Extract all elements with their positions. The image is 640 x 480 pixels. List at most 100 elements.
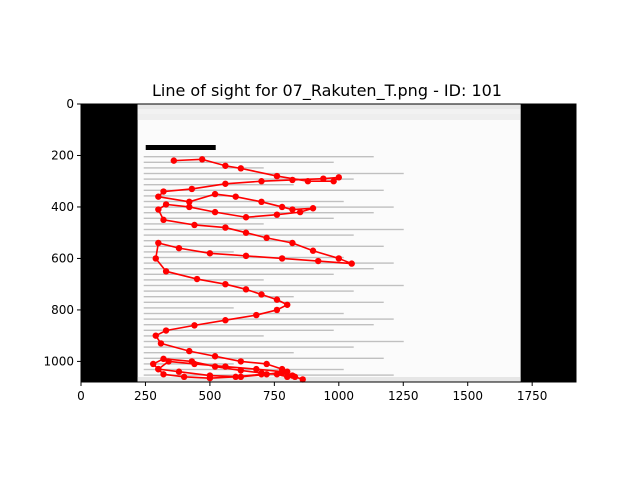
screenshot-text-line [143, 296, 294, 298]
screenshot-text-line [143, 324, 374, 326]
gaze-point [162, 268, 170, 275]
gaze-point [175, 244, 183, 252]
screenshot-text-line [143, 223, 264, 225]
y-tick-label: 0 [66, 97, 74, 111]
gaze-points [149, 156, 355, 383]
screenshot-text-line [143, 212, 374, 214]
gaze-point [237, 373, 245, 381]
gaze-point [263, 371, 270, 378]
gaze-point [330, 178, 337, 185]
screenshot-text-line [143, 301, 384, 303]
screenshot-titlebar [137, 104, 521, 109]
gaze-point [193, 275, 201, 283]
y-tick-label: 800 [51, 303, 74, 317]
gaze-point [222, 162, 229, 169]
screenshot-statusbar [137, 377, 521, 382]
gaze-point [206, 374, 214, 382]
gaze-point [162, 201, 170, 208]
gaze-point [232, 373, 239, 381]
gaze-point [152, 332, 159, 339]
screenshot-text-line [143, 189, 384, 191]
gaze-point [278, 255, 286, 262]
gaze-point [191, 322, 198, 329]
gaze-point [188, 185, 196, 193]
gaze-point [211, 208, 219, 216]
screenshot-text-line [143, 245, 384, 247]
y-tick-label: 600 [51, 251, 74, 265]
black-bar-0 [81, 104, 138, 382]
gaze-point [314, 257, 322, 265]
gaze-point [258, 178, 265, 185]
gaze-point [186, 203, 193, 211]
gaze-point [258, 291, 265, 298]
x-tick-label: 250 [134, 389, 157, 403]
screenshot-text-line [143, 273, 334, 275]
gaze-point [242, 229, 250, 236]
gaze-point [232, 193, 239, 200]
gaze-point [242, 286, 250, 293]
screenshot-text-line [143, 228, 404, 231]
gaze-point [284, 368, 291, 375]
screenshot-text-line [143, 284, 404, 287]
screenshot-text-line [143, 268, 374, 270]
x-tick-label: 1500 [452, 389, 483, 403]
gaze-point [175, 368, 183, 375]
screenshot-text-line [143, 290, 354, 292]
gaze-point [291, 373, 299, 381]
axes-frame [80, 103, 577, 383]
gaze-point [242, 252, 250, 260]
screenshot-redacted-bar [145, 145, 216, 150]
screenshot-text-line [143, 312, 344, 315]
gaze-point [211, 363, 219, 370]
screenshot-text-line [143, 335, 264, 337]
screenshot-text-line [143, 340, 404, 343]
y-tick-label: 200 [51, 148, 74, 162]
gaze-point [309, 247, 317, 254]
gaze-point [180, 373, 188, 381]
screenshot-text-line [143, 172, 404, 175]
gaze-point [263, 234, 270, 242]
gaze-point [253, 365, 260, 373]
gaze-point [222, 280, 229, 288]
gaze-point [263, 360, 270, 368]
gaze-point [242, 214, 250, 221]
chart-title: Line of sight for 07_Rakuten_T.png - ID:… [152, 81, 502, 101]
x-tick-label: 1250 [388, 389, 419, 403]
screenshot-text-line [143, 234, 354, 236]
screenshot-menubar [137, 109, 521, 114]
black-bar-1 [520, 104, 576, 382]
gaze-point [186, 198, 193, 206]
gaze-point [237, 358, 245, 365]
x-tick-label: 1750 [517, 389, 548, 403]
gaze-point [222, 224, 229, 231]
gaze-point [309, 205, 317, 212]
screenshot-text-line [143, 217, 334, 219]
gaze-point [237, 367, 245, 374]
gaze-point [278, 369, 286, 377]
x-tick-label: 0 [77, 389, 85, 403]
gaze-point [253, 311, 260, 319]
gaze-point [273, 172, 281, 180]
gaze-point [165, 358, 172, 365]
gaze-point [273, 306, 281, 314]
gaze-point [157, 340, 165, 347]
gaze-point [222, 317, 229, 324]
gaze-point [258, 371, 265, 378]
gaze-point [299, 376, 306, 383]
screenshot-text-line [143, 262, 394, 264]
screenshot-text-line [143, 251, 234, 253]
gaze-point [304, 178, 312, 185]
x-tick-label: 500 [198, 389, 221, 403]
gaze-point [160, 371, 167, 378]
gaze-point [296, 208, 304, 216]
y-tick-label: 1000 [43, 354, 74, 368]
gaze-point [155, 193, 162, 200]
gaze-point [149, 360, 157, 368]
gaze-point [191, 360, 198, 368]
screenshot-text-line [143, 346, 354, 348]
x-tick-label: 750 [263, 389, 286, 403]
gaze-point [237, 165, 245, 172]
gaze-point [152, 255, 159, 262]
gaze-point [155, 206, 162, 213]
